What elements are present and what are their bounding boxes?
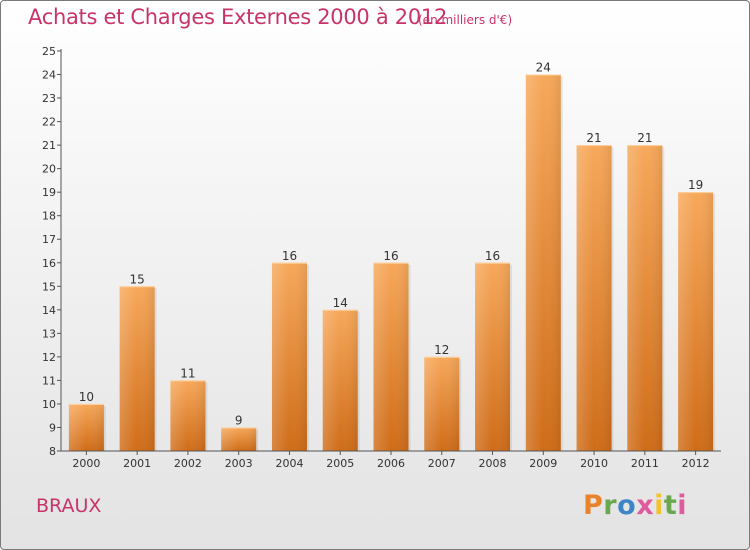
bar-highlight <box>576 145 612 451</box>
x-tick-label: 2011 <box>631 457 659 470</box>
x-tick-label: 2002 <box>174 457 202 470</box>
y-tick-label: 17 <box>42 233 56 246</box>
bar-value-label: 12 <box>434 343 449 357</box>
bar-highlight <box>678 192 714 452</box>
y-tick-label: 23 <box>42 92 56 105</box>
y-tick-label: 22 <box>42 116 56 129</box>
logo-letter: P <box>583 490 604 521</box>
bar-highlight <box>424 356 460 451</box>
y-tick-label: 16 <box>42 257 56 270</box>
x-tick-label: 2000 <box>72 457 100 470</box>
y-tick-label: 8 <box>49 445 56 458</box>
bar-highlight <box>271 262 307 451</box>
bar-highlight <box>475 262 511 451</box>
logo-letter: t <box>663 490 678 521</box>
x-tick-label: 2010 <box>580 457 608 470</box>
bar-value-label: 10 <box>79 390 94 404</box>
bar-value-label: 21 <box>637 131 652 145</box>
x-tick-label: 2007 <box>428 457 456 470</box>
logo-letter: i <box>677 490 688 521</box>
commune-name: BRAUX <box>36 495 102 517</box>
bar-value-label: 11 <box>180 366 195 380</box>
y-tick-label: 18 <box>42 210 56 223</box>
bar-highlight <box>68 403 104 451</box>
bar-highlight <box>322 309 358 451</box>
y-tick-label: 25 <box>42 45 56 58</box>
chart-title: Achats et Charges Externes 2000 à 2012 <box>28 5 448 29</box>
bar-highlight <box>525 74 561 451</box>
bar-highlight <box>170 380 206 451</box>
x-tick-label: 2008 <box>479 457 507 470</box>
bar-value-label: 14 <box>333 296 348 310</box>
bar-value-label: 21 <box>586 131 601 145</box>
y-tick-label: 13 <box>42 327 56 340</box>
logo-letter: r <box>603 490 618 521</box>
y-axis: 8 9 10 11 12 13 14 15 16 17 18 19 20 21 22 23 24 25 <box>42 45 62 458</box>
logo-letter: i <box>654 490 664 521</box>
x-tick-label: 2009 <box>529 457 557 470</box>
chart-subtitle: (en milliers d'€) <box>418 13 513 27</box>
bar-value-label: 24 <box>536 61 551 75</box>
y-tick-label: 20 <box>42 163 56 176</box>
logo-letter: x <box>636 490 655 521</box>
bar-highlight <box>221 427 257 451</box>
y-tick-label: 11 <box>42 374 56 387</box>
bar-value-label: 16 <box>383 249 398 263</box>
bar-value-label: 9 <box>235 413 243 427</box>
bars-group: 10 15 11 9 16 14 16 12 16 24 21 21 19 <box>68 61 716 452</box>
x-tick-label: 2005 <box>326 457 354 470</box>
x-tick-label: 2004 <box>275 457 303 470</box>
y-tick-label: 9 <box>49 421 56 434</box>
bar-highlight <box>373 262 409 451</box>
y-tick-label: 14 <box>42 304 56 317</box>
bar-highlight <box>119 286 155 451</box>
y-tick-label: 21 <box>42 139 56 152</box>
y-tick-label: 24 <box>42 69 56 82</box>
x-tick-label: 2006 <box>377 457 405 470</box>
x-tick-label: 2003 <box>225 457 253 470</box>
y-tick-label: 10 <box>42 398 56 411</box>
y-tick-label: 19 <box>42 186 56 199</box>
bar-value-label: 16 <box>282 249 297 263</box>
x-axis: 2000 2001 2002 2003 2004 2005 2006 2007 2008 2009… <box>61 450 721 470</box>
logo-letter: o <box>617 490 637 521</box>
x-tick-label: 2001 <box>123 457 151 470</box>
y-tick-label: 15 <box>42 280 56 293</box>
y-tick-label: 12 <box>42 351 56 364</box>
bar-highlight <box>627 145 663 451</box>
bar-value-label: 15 <box>130 272 145 286</box>
bar-value-label: 16 <box>485 249 500 263</box>
bar-value-label: 19 <box>688 178 703 192</box>
proxiti-logo: Proxiti <box>583 490 687 521</box>
x-tick-label: 2012 <box>682 457 710 470</box>
